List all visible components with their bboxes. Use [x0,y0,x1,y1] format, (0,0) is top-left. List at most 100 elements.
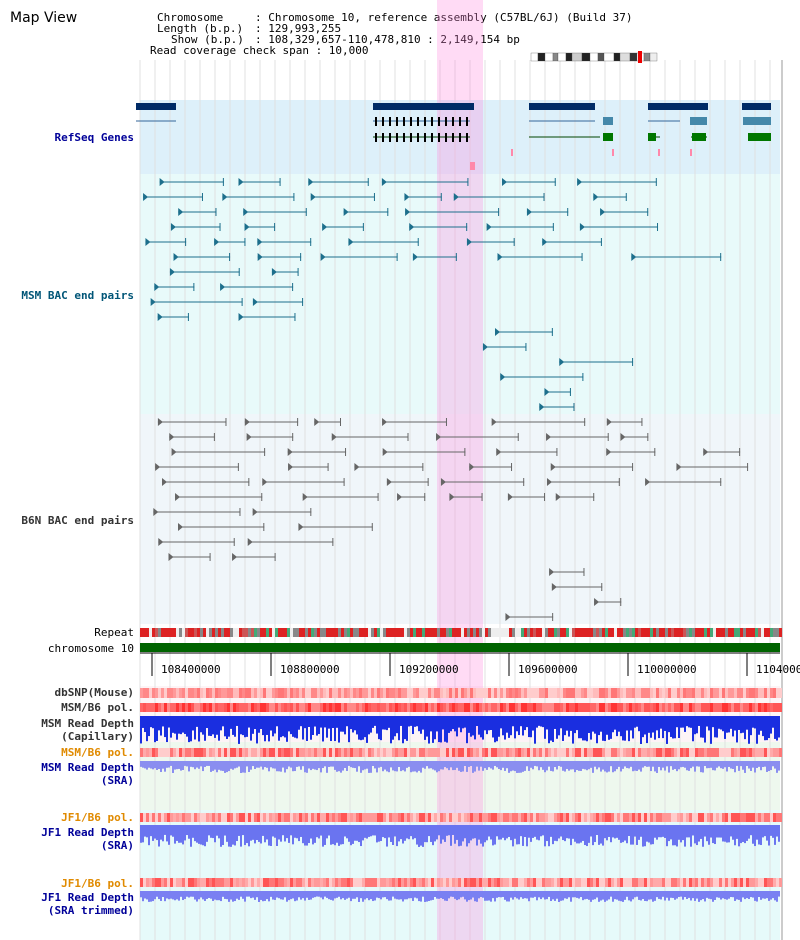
depth-bar [408,891,410,899]
heat-cell [365,748,368,757]
heat-cell [425,688,428,698]
repeat-mark [305,628,308,637]
heat-cell [689,688,692,698]
depth-bar [220,716,222,731]
depth-bar [670,825,672,840]
depth-bar [650,891,652,900]
depth-bar [656,891,658,898]
track-label-msm-b6-pol-2[interactable]: MSM/B6 pol. [61,746,134,759]
b6n-bac-pair-end [422,463,424,471]
heat-cell [272,878,275,887]
depth-bar [576,761,578,771]
depth-bar [602,761,604,770]
heat-cell [293,703,296,712]
track-label-refseq[interactable]: RefSeq Genes [54,131,134,144]
heat-cell [563,688,566,698]
depth-bar [274,891,276,900]
heat-cell [416,688,419,698]
heat-cell [383,748,386,757]
depth-bar [444,761,446,768]
heat-cell [269,813,272,822]
depth-bar [406,825,408,839]
repeat-mark [260,628,263,637]
heat-cell [188,688,191,698]
heat-cell [284,748,287,757]
heat-cell [320,878,323,887]
depth-bar [544,716,546,739]
track-label-jf1-b6-pol-2[interactable]: JF1/B6 pol. [61,877,134,890]
depth-bar [276,891,278,898]
track-label-jf1-depth-tr[interactable]: JF1 Read Depth [41,891,134,904]
depth-bar [486,716,488,735]
b6n-bac-pair-end [556,448,558,456]
repeat-mark [488,628,491,637]
depth-bar [290,891,292,900]
depth-bar [342,716,344,732]
depth-bar [270,716,272,731]
refseq-exon [445,133,447,142]
heat-cell [638,813,641,822]
heat-cell [161,878,164,887]
depth-bar [196,716,198,727]
track-label-jf1-depth-sra[interactable]: JF1 Read Depth [41,826,134,839]
track-label-msm-depth-sra[interactable]: MSM Read Depth [41,761,134,774]
heat-cell [671,688,674,698]
depth-bar [622,825,624,843]
track-label-msm-depth-cap[interactable]: MSM Read Depth [41,717,134,730]
track-label-b6n-bac[interactable]: B6N BAC end pairs [21,514,134,527]
depth-bar [640,825,642,837]
heat-cell [446,703,449,712]
heat-cell [473,813,476,822]
depth-bar [608,716,610,740]
heat-cell [386,813,389,822]
depth-bar [326,825,328,839]
heat-cell [389,688,392,698]
depth-bar [186,716,188,737]
depth-bar [484,761,486,769]
depth-bar [434,761,436,771]
heat-cell [338,813,341,822]
depth-bar [712,891,714,902]
depth-bar [564,825,566,842]
track-label-dbsnp[interactable]: dbSNP(Mouse) [54,686,134,699]
heat-cell [404,748,407,757]
heat-cell [566,703,569,712]
depth-bar [442,825,444,840]
track-label-jf1-b6-pol[interactable]: JF1/B6 pol. [61,811,134,824]
depth-bar [338,716,340,743]
depth-bar [750,825,752,836]
depth-bar [758,825,760,845]
depth-bar [158,716,160,731]
depth-bar [232,761,234,770]
heat-cell [671,748,674,757]
repeat-mark [737,628,740,637]
heat-cell [746,688,749,698]
repeat-mark [596,628,599,637]
heat-cell [494,878,497,887]
track-label-msm-bac[interactable]: MSM BAC end pairs [21,289,134,302]
heat-cell [629,703,632,712]
repeat-mark [248,628,251,637]
depth-bar [312,825,314,845]
depth-bar [392,891,394,897]
heat-cell [482,878,485,887]
heat-cell [224,813,227,822]
depth-bar [490,891,492,902]
track-label-msm-b6-pol[interactable]: MSM/B6 pol. [61,701,134,714]
depth-bar [320,891,322,898]
depth-bar [396,761,398,772]
heat-cell [617,878,620,887]
heat-cell [371,703,374,712]
repeat-mark [680,628,683,637]
heat-cell [488,688,491,698]
depth-bar [214,825,216,843]
heat-cell [374,688,377,698]
heat-cell [701,748,704,757]
heat-cell [668,688,671,698]
heat-cell [737,703,740,712]
msm-bac-pair-end [655,178,657,186]
depth-bar [718,891,720,898]
depth-bar [768,761,770,772]
heat-cell [680,878,683,887]
